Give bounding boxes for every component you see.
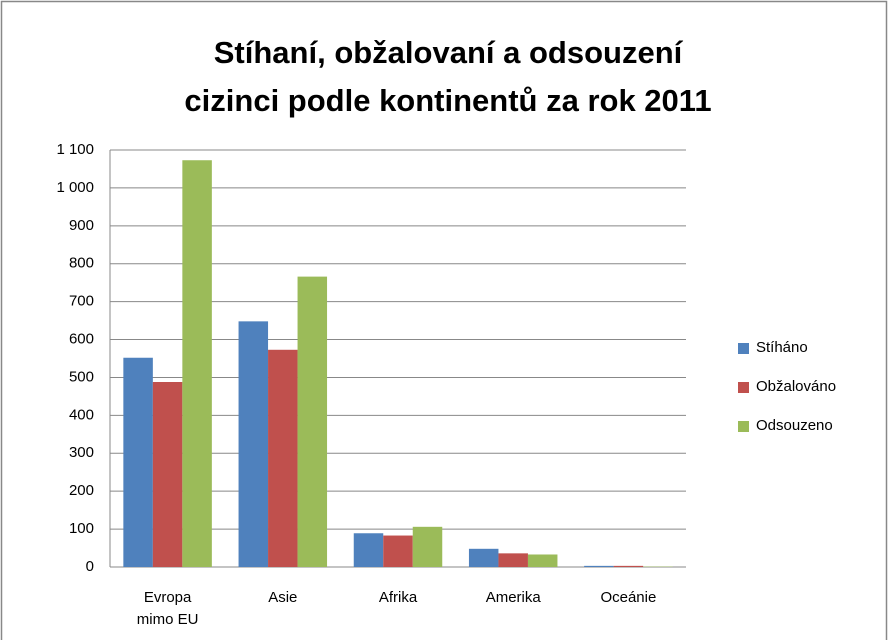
bar xyxy=(152,382,183,567)
y-tick-label: 500 xyxy=(69,368,94,385)
x-tick-label: Evropa mimo EU xyxy=(137,589,199,628)
bar xyxy=(412,526,443,567)
legend-swatch xyxy=(738,382,749,393)
y-tick-label: 400 xyxy=(69,406,94,423)
bar xyxy=(613,565,644,567)
y-tick-label: 1 000 xyxy=(56,179,94,196)
legend-label: Stíháno xyxy=(756,339,808,356)
bar xyxy=(238,321,269,567)
bar xyxy=(498,553,528,567)
y-tick-label: 100 xyxy=(69,520,94,537)
bar xyxy=(527,554,558,567)
bar xyxy=(182,160,212,567)
y-tick-label: 200 xyxy=(69,482,94,499)
chart-title: Stíhaní, obžalovaní a odsouzení cizinci p… xyxy=(184,35,711,118)
x-tick-label: Oceánie xyxy=(600,589,656,606)
y-tick-label: 600 xyxy=(69,331,94,348)
bar xyxy=(383,535,413,567)
legend-label: Odsouzeno xyxy=(756,417,833,434)
y-tick-label: 300 xyxy=(69,444,94,461)
x-tick-label: Afrika xyxy=(379,589,418,606)
legend-swatch xyxy=(738,421,749,432)
legend-label: Obžalováno xyxy=(756,378,836,395)
y-tick-label: 800 xyxy=(69,255,94,272)
legend-swatch xyxy=(738,343,749,354)
bar xyxy=(123,357,153,567)
y-tick-label: 700 xyxy=(69,293,94,310)
x-tick-label: Amerika xyxy=(486,589,542,606)
x-tick-label: Asie xyxy=(268,589,297,606)
y-tick-label: 900 xyxy=(69,217,94,234)
y-tick-label: 0 xyxy=(86,558,94,575)
y-tick-label: 1 100 xyxy=(56,141,94,158)
bar xyxy=(353,533,384,567)
bar xyxy=(468,548,499,567)
bar xyxy=(268,349,298,567)
bar xyxy=(584,565,614,567)
bar xyxy=(297,276,328,567)
